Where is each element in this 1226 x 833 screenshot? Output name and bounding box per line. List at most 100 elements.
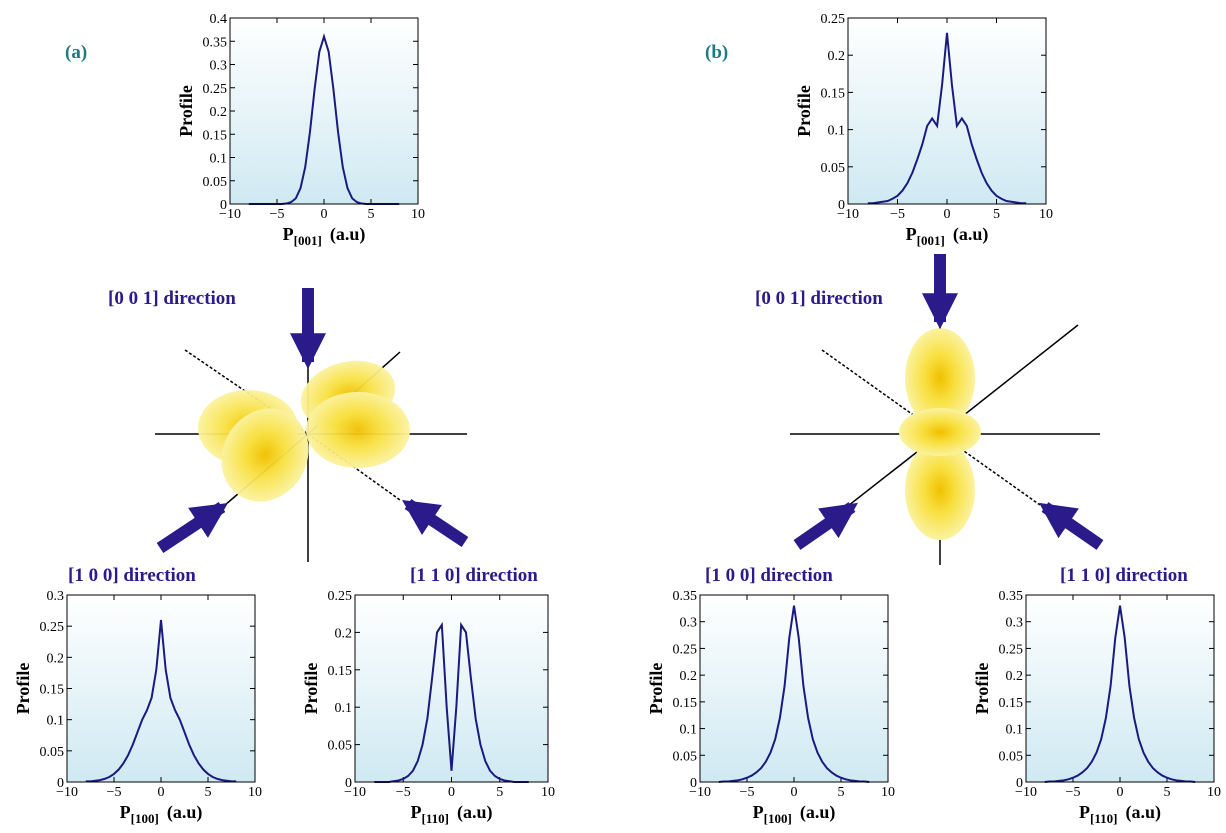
x-label-main: P xyxy=(753,802,764,822)
line-series xyxy=(85,619,237,783)
y-tick-label: 0.4 xyxy=(210,12,228,27)
y-tick-label: 0.05 xyxy=(673,749,698,764)
y-tick-label: 0.25 xyxy=(999,642,1024,657)
y-axis-label: Profile xyxy=(176,85,196,137)
y-tick-label: 0.15 xyxy=(999,696,1024,711)
x-tick-label: 5 xyxy=(368,207,375,222)
x-tick-label: −5 xyxy=(396,785,411,800)
y-axis-label: Profile xyxy=(646,663,666,715)
x-tick-label: 10 xyxy=(248,785,262,800)
plot-frame xyxy=(229,17,419,205)
y-tick-label: 0.35 xyxy=(673,589,698,604)
x-axis-label: P[001] (a.u) xyxy=(906,224,989,248)
x-tick-label: 0 xyxy=(1117,785,1124,800)
x-tick-label: 10 xyxy=(1039,207,1053,222)
line-chart: 0 0.05 0.1 0.15 0.2 0.25 0.3 −10 −5 0 5 10 Profile P[… xyxy=(13,589,262,826)
y-axis-label: Profile xyxy=(794,85,814,137)
direction-label: [1 1 0] direction xyxy=(1060,565,1188,586)
plot-frame xyxy=(354,594,549,783)
y-tick-label: 0 xyxy=(345,776,352,791)
y-tick-label: 0.25 xyxy=(328,589,353,604)
x-axis-label: P[110] (a.u) xyxy=(411,802,493,826)
y-axis-label: Profile xyxy=(301,663,321,715)
x-tick-label: −10 xyxy=(344,785,366,800)
x-tick-label: 0 xyxy=(791,785,798,800)
x-label-sub: [100] xyxy=(131,811,159,826)
y-tick-label: 0.05 xyxy=(328,739,353,754)
y-tick-label: 0.25 xyxy=(40,620,65,635)
y-tick-label: 0.2 xyxy=(47,651,65,666)
x-label-unit: (a.u) xyxy=(800,802,836,823)
direction-label: [1 1 0] direction xyxy=(410,565,538,586)
x-tick-label: −5 xyxy=(270,207,285,222)
x-label-main: P xyxy=(1079,802,1090,822)
plot-area xyxy=(230,18,418,204)
plot-frame xyxy=(847,17,1047,205)
y-tick-label: 0.1 xyxy=(680,723,698,738)
y-tick-label: 0.35 xyxy=(203,35,228,50)
plot-area xyxy=(848,18,1046,204)
y-tick-label: 0.3 xyxy=(210,59,228,74)
y-tick-label: 0.15 xyxy=(203,128,228,143)
x-label-sub: [110] xyxy=(422,811,449,826)
plot-frame xyxy=(699,594,889,783)
line-series xyxy=(718,605,870,783)
x-label-main: P xyxy=(411,802,422,822)
x-label-unit: (a.u) xyxy=(1125,802,1161,823)
y-tick-label: 0.05 xyxy=(821,161,846,176)
x-tick-label: 10 xyxy=(1207,785,1221,800)
x-tick-label: 5 xyxy=(993,207,1000,222)
plot-area xyxy=(700,595,888,782)
x-tick-label: −5 xyxy=(1066,785,1081,800)
x-tick-label: 5 xyxy=(1164,785,1171,800)
line-series xyxy=(374,621,529,783)
y-tick-label: 0.35 xyxy=(999,589,1024,604)
y-tick-label: 0 xyxy=(220,198,227,213)
line-chart: 0 0.05 0.1 0.15 0.2 0.25 0.3 0.35 −10 −5 0 5 10 Profi… xyxy=(646,589,895,826)
line-chart: 0 0.05 0.1 0.15 0.2 0.25 −10 −5 0 5 10 Profile P[001… xyxy=(794,12,1053,248)
x-label-unit: (a.u) xyxy=(167,802,203,823)
x-tick-label: 0 xyxy=(448,785,455,800)
plot-area xyxy=(1026,595,1214,782)
direction-label: [1 0 0] direction xyxy=(705,565,833,586)
y-tick-label: 0.25 xyxy=(673,642,698,657)
y-tick-label: 0.1 xyxy=(1006,723,1024,738)
x-tick-label: −10 xyxy=(56,785,78,800)
y-tick-label: 0 xyxy=(838,198,845,213)
x-label-unit: (a.u) xyxy=(953,224,989,245)
y-axis-label: Profile xyxy=(13,663,33,715)
x-label-sub: [001] xyxy=(917,233,945,248)
x-axis-label: P[100] (a.u) xyxy=(753,802,836,826)
y-tick-label: 0.2 xyxy=(680,669,698,684)
y-tick-label: 0.2 xyxy=(210,105,228,120)
panel-label: (b) xyxy=(705,42,728,63)
line-series xyxy=(867,32,1027,205)
x-label-main: P xyxy=(283,224,294,244)
y-tick-label: 0.15 xyxy=(673,696,698,711)
x-label-unit: (a.u) xyxy=(330,224,366,245)
y-tick-label: 0.25 xyxy=(203,82,228,97)
x-axis-label: P[100] (a.u) xyxy=(120,802,203,826)
y-tick-label: 0.15 xyxy=(328,664,353,679)
x-tick-label: −10 xyxy=(1015,785,1037,800)
x-tick-label: 0 xyxy=(944,207,951,222)
x-tick-label: 5 xyxy=(496,785,503,800)
panel-label: (a) xyxy=(65,42,87,63)
x-tick-label: 5 xyxy=(205,785,212,800)
y-tick-label: 0.3 xyxy=(47,589,65,604)
y-tick-label: 0.1 xyxy=(210,152,228,167)
y-axis-label: Profile xyxy=(972,663,992,715)
y-tick-label: 0.2 xyxy=(335,626,353,641)
y-tick-label: 0.05 xyxy=(40,745,65,760)
y-tick-label: 0.15 xyxy=(821,86,846,101)
line-chart: 0 0.05 0.1 0.15 0.2 0.25 0.3 0.35 −10 −5 0 5 10 Profi… xyxy=(972,589,1221,826)
y-tick-label: 0.3 xyxy=(1006,616,1024,631)
y-tick-label: 0 xyxy=(1016,776,1023,791)
x-tick-label: −10 xyxy=(219,207,241,222)
direction-label: [0 0 1] direction xyxy=(108,288,236,309)
y-tick-label: 0.1 xyxy=(47,714,65,729)
x-tick-label: 10 xyxy=(411,207,425,222)
direction-label: [1 0 0] direction xyxy=(68,565,196,586)
